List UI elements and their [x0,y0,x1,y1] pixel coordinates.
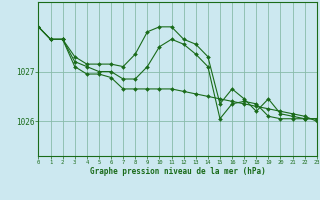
X-axis label: Graphe pression niveau de la mer (hPa): Graphe pression niveau de la mer (hPa) [90,167,266,176]
